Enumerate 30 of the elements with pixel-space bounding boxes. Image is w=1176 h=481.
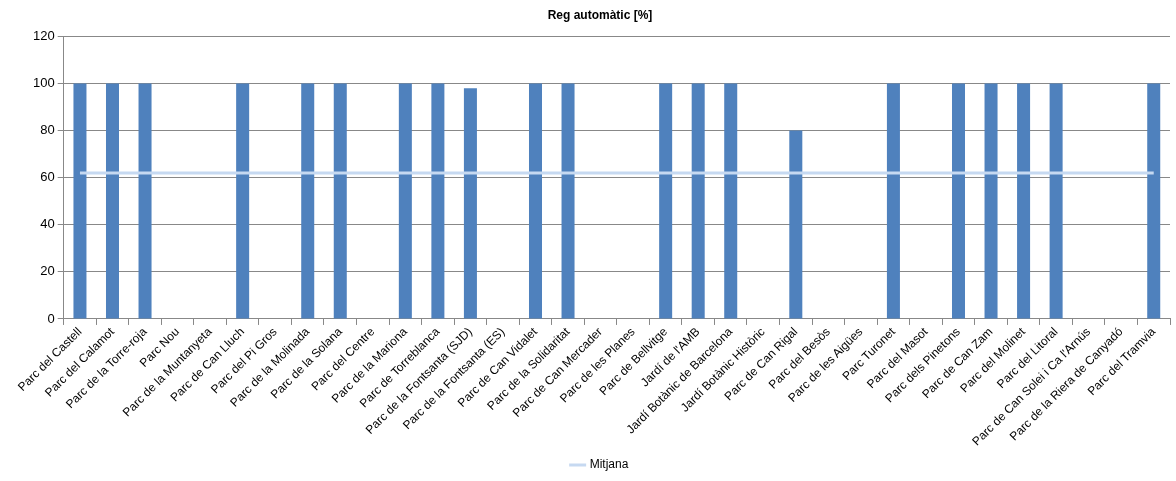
bar — [561, 83, 575, 319]
y-tick-label: 0 — [47, 310, 55, 326]
bar — [984, 83, 998, 319]
bar — [236, 83, 250, 319]
bar — [1147, 83, 1161, 319]
y-tick-label: 80 — [40, 122, 55, 138]
bar — [138, 83, 152, 319]
bar — [659, 83, 673, 319]
y-tick-label: 60 — [40, 169, 55, 185]
y-tick-label: 100 — [32, 75, 55, 91]
bar — [528, 83, 543, 319]
bar — [886, 83, 900, 319]
legend-label: Mitjana — [589, 457, 629, 472]
bar — [951, 83, 966, 319]
bar — [333, 83, 347, 319]
bar — [431, 83, 445, 319]
y-tick-label: 120 — [32, 27, 55, 43]
bar — [73, 83, 87, 319]
bar — [463, 88, 477, 319]
y-tick-label: 20 — [40, 263, 55, 279]
bar — [1017, 83, 1031, 319]
bar — [789, 130, 803, 319]
bar — [105, 83, 120, 319]
y-tick-label: 40 — [40, 216, 55, 232]
chart-title: Reg automàtic [%] — [547, 7, 653, 22]
bar — [1049, 83, 1063, 319]
bar — [691, 83, 705, 319]
bar — [398, 83, 412, 319]
bar — [301, 83, 315, 319]
bar — [724, 83, 738, 319]
